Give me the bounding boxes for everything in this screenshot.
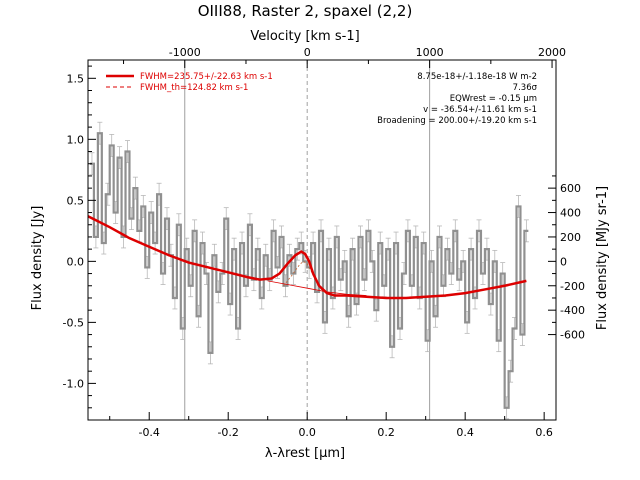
right-tick-label-5: 400 — [560, 207, 581, 220]
x-tick-label-3: 0.2 — [377, 426, 395, 439]
annotation-broadening: Broadening = 200.00+/-19.20 km s-1 — [377, 116, 537, 126]
right-tick-label-2: -200 — [560, 280, 585, 293]
vertical-reference-lines — [184, 60, 431, 420]
legend: FWHM=235.75+/-22.63 km s-1 FWHM_th=124.8… — [106, 72, 273, 93]
legend-label-fwhm-th: FWHM_th=124.82 km s-1 — [140, 83, 248, 93]
right-tick-label-4: 200 — [560, 231, 581, 244]
x-axis-label: λ-λrest [μm] — [265, 446, 345, 461]
top-axis-label: Velocity [km s-1] — [250, 29, 359, 44]
fit-line — [87, 215, 527, 300]
y-tick-label-4: 1.0 — [67, 133, 85, 146]
y-tick-label-3: 0.5 — [67, 194, 85, 207]
y-tick-label-5: 1.5 — [67, 72, 85, 85]
chart-title: OIII88, Raster 2, spaxel (2,2) — [198, 2, 413, 20]
right-tick-label-6: 600 — [560, 182, 581, 195]
top-tick-label-3: 2000 — [538, 46, 566, 59]
top-tick-label-0: -1000 — [169, 46, 201, 59]
plot-frame — [87, 59, 557, 421]
annotation-eqw: EQWrest = -0.15 μm — [450, 94, 537, 104]
y-axis-label: Flux density [Jy] — [30, 206, 45, 311]
x-tick-label-1: -0.2 — [217, 426, 238, 439]
right-tick-label-0: -600 — [560, 329, 585, 342]
top-tick-label-1: 0 — [304, 46, 311, 59]
top-tick-label-2: 1000 — [416, 46, 444, 59]
y-tick-label-0: -1.0 — [63, 377, 84, 390]
x-tick-label-2: 0.0 — [298, 426, 316, 439]
y-tick-label-1: -0.5 — [63, 316, 84, 329]
axis-ticks: -0.4 -0.2 0.0 0.2 0.4 0.6 -1.0 -0.5 0.0 0.5 1.0 1.5… — [63, 46, 585, 439]
x-tick-label-0: -0.4 — [138, 426, 159, 439]
right-tick-label-1: -400 — [560, 304, 585, 317]
fit-annotations: 8.75e-18+/-1.18e-18 W m-2 7.36σ EQWrest … — [377, 72, 537, 126]
legend-label-fwhm: FWHM=235.75+/-22.63 km s-1 — [140, 72, 273, 82]
x-tick-label-5: 0.6 — [535, 426, 553, 439]
series-layer — [87, 132, 529, 409]
annotation-line-flux: 8.75e-18+/-1.18e-18 W m-2 — [417, 72, 537, 82]
x-tick-label-4: 0.4 — [456, 426, 474, 439]
annotation-velocity: v = -36.54+/-11.61 km s-1 — [423, 105, 537, 115]
right-axis-label: Flux density [MJy sr-1] — [595, 186, 610, 330]
y-tick-label-2: 0.0 — [67, 255, 85, 268]
right-tick-label-3: 0 — [560, 255, 567, 268]
annotation-significance: 7.36σ — [513, 83, 538, 93]
